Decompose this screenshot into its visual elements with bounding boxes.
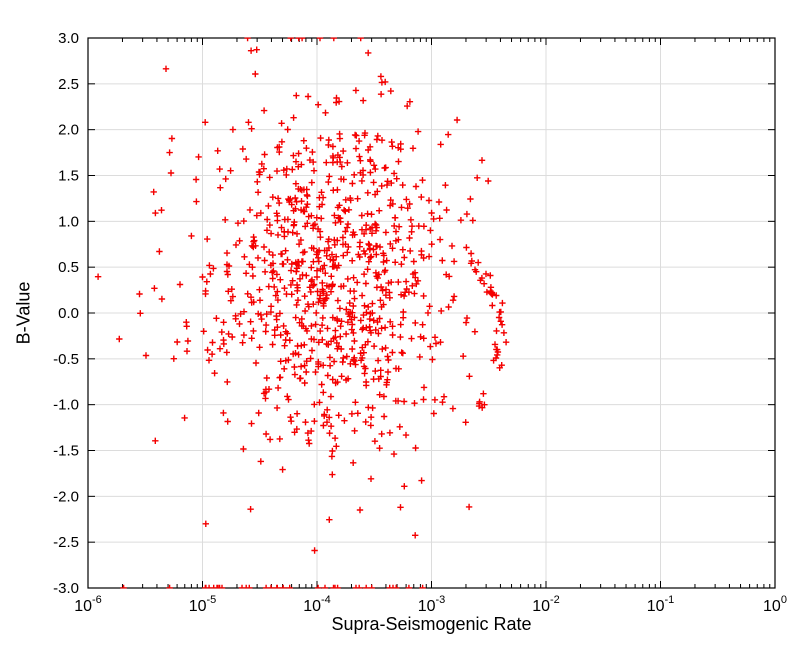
x-tick-label: 10-1 xyxy=(647,594,675,615)
y-tick-label: 1.0 xyxy=(58,213,79,230)
x-tick-exponent: -4 xyxy=(321,594,331,606)
x-tick-label: 10-6 xyxy=(74,594,102,615)
y-tick-label: 0.5 xyxy=(58,259,79,276)
y-tick-label: -0.5 xyxy=(53,351,79,368)
y-tick-label: -3.0 xyxy=(53,580,79,597)
x-tick-exponent: -5 xyxy=(207,594,217,606)
y-tick-label: -2.0 xyxy=(53,488,79,505)
x-tick-label: 10-3 xyxy=(418,594,446,615)
y-axis-label: B-Value xyxy=(13,281,34,345)
x-tick-label: 10-2 xyxy=(532,594,560,615)
plot-frame xyxy=(87,37,776,589)
y-tick-label: 2.5 xyxy=(58,76,79,93)
x-tick-exponent: 0 xyxy=(781,594,787,606)
x-axis-label: Supra-Seismogenic Rate xyxy=(331,614,532,634)
x-tick-exponent: -1 xyxy=(665,594,675,606)
x-tick-label: 100 xyxy=(763,594,787,615)
x-tick-exponent: -2 xyxy=(550,594,560,606)
y-tick-label: 0.0 xyxy=(58,305,79,322)
x-tick-exponent: -6 xyxy=(92,594,102,606)
x-tick-label: 10-5 xyxy=(189,594,217,615)
y-tick-label: 1.5 xyxy=(58,168,79,185)
y-tick-label: -2.5 xyxy=(53,534,79,551)
y-tick-label: -1.0 xyxy=(53,397,79,414)
x-tick-label: 10-4 xyxy=(303,594,331,615)
scatter-points xyxy=(94,37,510,589)
x-tick-exponent: -3 xyxy=(436,594,446,606)
y-tick-label: -1.5 xyxy=(53,443,79,460)
y-tick-label: 2.0 xyxy=(58,122,79,139)
y-tick-label: 3.0 xyxy=(58,30,79,47)
